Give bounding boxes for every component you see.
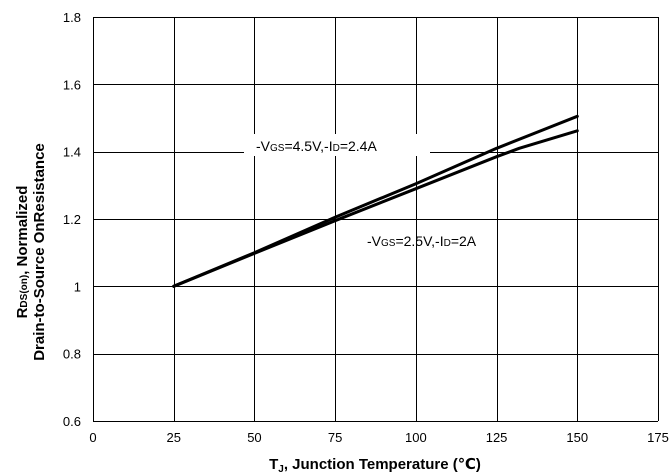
y-tick-label: 1.6 <box>63 77 81 92</box>
series-0-label: -VGS=4.5V,-ID=2.4A <box>256 138 377 154</box>
y-tick-label: 0.6 <box>63 414 81 429</box>
y-axis-title-line-1: RDS(on), Normalized <box>14 186 31 319</box>
x-tick-label: 175 <box>647 430 669 445</box>
y-tick-label: 1.8 <box>63 10 81 25</box>
x-tick-label: 100 <box>405 430 427 445</box>
y-tick-label: 0.8 <box>63 347 81 362</box>
x-tick-label: 75 <box>328 430 342 445</box>
y-tick-label: 1.2 <box>63 212 81 227</box>
y-tick-labels: 0.6 0.8 1 1.2 1.4 1.6 1.8 <box>63 10 81 429</box>
x-tick-label: 125 <box>486 430 508 445</box>
y-tick-label: 1 <box>74 279 81 294</box>
x-tick-label: 150 <box>566 430 588 445</box>
x-tick-label: 0 <box>89 430 96 445</box>
y-tick-label: 1.4 <box>63 145 81 160</box>
y-axis-title: RDS(on), Normalized Drain-to-Source OnRe… <box>14 143 48 361</box>
y-axis-title-line-2: Drain-to-Source OnResistance <box>31 143 48 361</box>
x-tick-labels: 0 25 50 75 100 125 150 175 <box>89 430 668 445</box>
series-0-label-background <box>244 134 430 156</box>
x-tick-label: 50 <box>247 430 261 445</box>
x-axis-title: TJ, Junction Temperature (℃) <box>269 456 481 475</box>
series-line-1 <box>172 129 579 288</box>
x-tick-label: 25 <box>166 430 180 445</box>
series-1-label: -VGS=2.5V,-ID=2A <box>367 233 477 249</box>
grid-lines <box>93 17 659 422</box>
series-lines <box>172 114 579 288</box>
